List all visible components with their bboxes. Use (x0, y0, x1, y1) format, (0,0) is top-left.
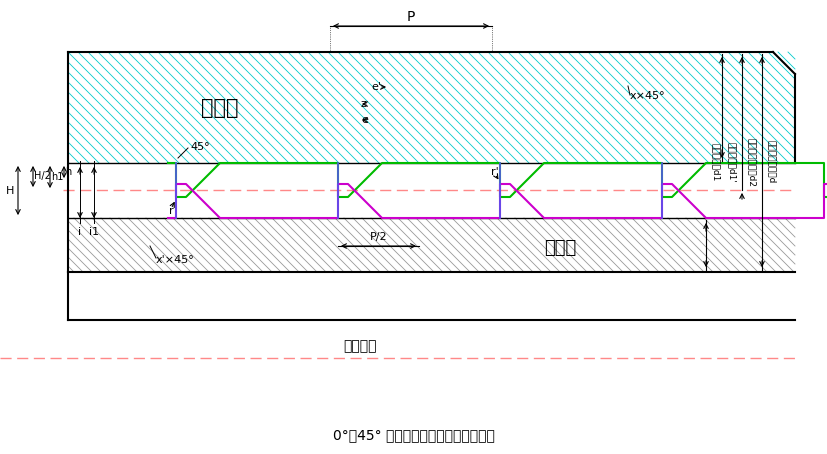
Text: P: P (406, 10, 414, 24)
Text: z: z (361, 99, 366, 109)
Text: r': r' (490, 167, 499, 177)
Text: i1: i1 (88, 227, 99, 237)
Text: r: r (169, 206, 173, 216)
Text: 外螺纹内径d1: 外螺纹内径d1 (710, 143, 719, 181)
Text: x'×45°: x'×45° (155, 255, 194, 265)
Text: h1: h1 (51, 172, 64, 182)
Text: 45°: 45° (189, 142, 209, 152)
Text: H/2: H/2 (34, 172, 50, 182)
Text: P/2: P/2 (369, 232, 387, 242)
Text: 内螺纹内径d1': 内螺纹内径d1' (726, 142, 735, 183)
Text: i: i (79, 227, 82, 237)
Polygon shape (68, 52, 794, 163)
Bar (68, 218, 794, 272)
Text: e: e (361, 115, 367, 125)
Text: 外螺纹: 外螺纹 (543, 239, 576, 257)
Text: H: H (6, 186, 14, 196)
Text: x×45°: x×45° (629, 91, 665, 101)
Text: 螺纹轴线: 螺纹轴线 (343, 339, 376, 353)
Text: 0°、45° 锯齿形螺纹的牙型和基本尺寸: 0°、45° 锯齿形螺纹的牙型和基本尺寸 (332, 428, 495, 442)
Text: e': e' (370, 82, 380, 92)
Text: 内螺纹: 内螺纹 (201, 98, 238, 118)
Text: h: h (65, 167, 71, 177)
Text: 内、外螺纹中径d2: 内、外螺纹中径d2 (746, 138, 755, 187)
Text: 内、外螺纹外径d: 内、外螺纹外径d (766, 140, 775, 184)
